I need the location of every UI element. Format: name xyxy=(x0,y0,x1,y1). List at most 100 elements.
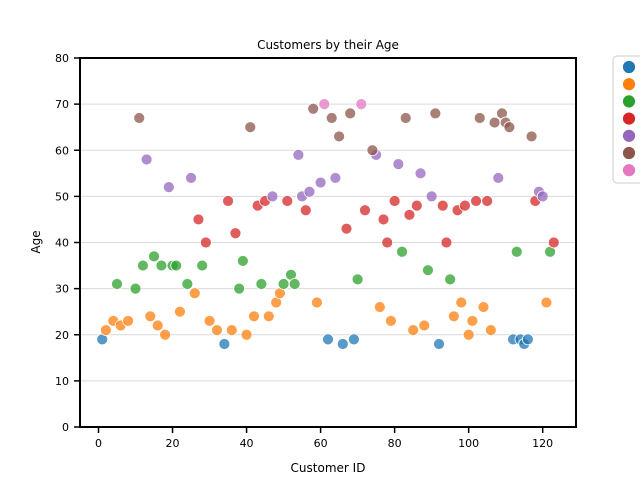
data-point xyxy=(459,199,471,212)
data-point xyxy=(211,324,223,337)
data-point xyxy=(536,190,549,203)
data-point xyxy=(248,310,260,323)
data-point xyxy=(470,195,482,207)
data-point xyxy=(414,167,427,180)
data-point xyxy=(396,245,408,258)
data-point xyxy=(407,324,420,337)
x-axis-ticks: 0 20 40 60 80 100 120 xyxy=(95,427,553,450)
legend-marker xyxy=(622,111,636,126)
data-point xyxy=(192,213,205,226)
data-point xyxy=(340,222,353,235)
data-point xyxy=(229,227,242,240)
data-point xyxy=(266,190,279,203)
data-point xyxy=(503,121,516,134)
data-point xyxy=(244,121,257,134)
legend-marker xyxy=(622,128,636,143)
data-point xyxy=(403,208,416,221)
data-point xyxy=(240,328,253,341)
data-point xyxy=(473,112,486,124)
data-point xyxy=(170,259,183,272)
data-point xyxy=(299,204,312,217)
data-point xyxy=(225,324,238,337)
legend xyxy=(612,55,640,184)
x-tick-label: 80 xyxy=(388,437,402,450)
y-tick-label: 40 xyxy=(55,237,69,250)
data-point xyxy=(359,204,371,217)
data-point xyxy=(377,213,390,226)
data-point xyxy=(159,328,172,341)
x-tick-label: 0 xyxy=(95,437,102,450)
data-point xyxy=(185,172,197,184)
y-axis-label: Age xyxy=(29,230,43,253)
data-point xyxy=(236,255,249,267)
legend-marker xyxy=(622,163,636,178)
data-point xyxy=(366,144,379,157)
data-point xyxy=(144,310,157,323)
data-point xyxy=(133,112,146,124)
x-axis-label: Customer ID xyxy=(291,461,366,475)
x-tick-label: 100 xyxy=(458,437,479,450)
data-point xyxy=(203,315,216,327)
y-tick-label: 10 xyxy=(55,375,69,388)
data-point xyxy=(137,259,149,272)
data-point xyxy=(455,296,468,309)
chart-title: Customers by their Age xyxy=(257,38,399,52)
data-point xyxy=(540,296,553,309)
data-point xyxy=(174,305,186,318)
data-point xyxy=(148,250,160,263)
data-point xyxy=(100,324,112,337)
data-point xyxy=(351,273,364,286)
data-point xyxy=(488,116,501,129)
data-point xyxy=(162,181,175,194)
data-point xyxy=(277,278,290,290)
data-point xyxy=(151,319,164,332)
data-point xyxy=(547,236,560,249)
data-point xyxy=(122,315,135,327)
data-point xyxy=(344,107,357,120)
y-tick-label: 50 xyxy=(55,190,69,203)
data-point xyxy=(310,296,323,309)
data-point xyxy=(222,195,234,207)
y-tick-label: 60 xyxy=(55,144,69,157)
data-point xyxy=(385,315,397,327)
data-point xyxy=(373,301,386,313)
x-tick-label: 20 xyxy=(166,437,180,450)
data-point xyxy=(307,102,320,115)
data-point xyxy=(433,338,445,350)
data-point xyxy=(314,176,327,189)
data-points xyxy=(96,98,560,350)
data-point xyxy=(388,195,401,207)
data-point xyxy=(255,278,268,290)
data-point xyxy=(155,259,168,272)
data-point xyxy=(303,185,316,198)
data-point xyxy=(481,195,494,207)
y-axis-ticks: 0 10 20 30 40 50 60 70 80 xyxy=(55,52,80,434)
data-point xyxy=(410,199,423,212)
data-point xyxy=(281,195,294,207)
data-point xyxy=(466,315,479,327)
data-point xyxy=(425,190,438,203)
data-point xyxy=(436,199,449,212)
x-tick-label: 120 xyxy=(532,437,553,450)
y-tick-label: 30 xyxy=(55,283,69,296)
y-tick-label: 80 xyxy=(55,52,69,65)
data-point xyxy=(440,236,453,249)
y-tick-label: 0 xyxy=(62,421,69,434)
data-point xyxy=(336,338,349,350)
data-point xyxy=(355,98,368,111)
data-point xyxy=(484,324,497,337)
x-tick-label: 60 xyxy=(314,437,328,450)
data-point xyxy=(129,282,142,295)
x-tick-label: 40 xyxy=(240,437,254,450)
legend-marker xyxy=(622,77,636,92)
data-point xyxy=(325,112,338,124)
data-point xyxy=(318,98,331,111)
data-point xyxy=(462,328,475,341)
data-point xyxy=(111,278,123,290)
data-point xyxy=(233,282,246,295)
data-point xyxy=(199,236,212,249)
data-point xyxy=(181,278,194,290)
data-point xyxy=(288,278,301,290)
data-point xyxy=(196,259,209,272)
